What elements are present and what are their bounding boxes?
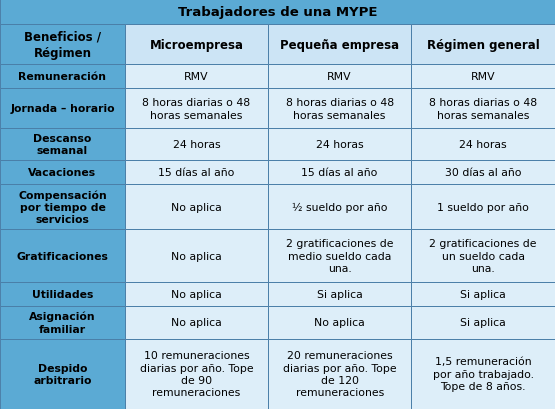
Text: Utilidades: Utilidades: [32, 290, 93, 299]
Text: Régimen general: Régimen general: [427, 38, 539, 52]
Bar: [125, 185, 268, 230]
Bar: [411, 185, 555, 230]
Text: No aplica: No aplica: [171, 251, 222, 261]
Bar: [0, 282, 125, 306]
Bar: [411, 230, 555, 282]
Text: Beneficios /
Régimen: Beneficios / Régimen: [24, 31, 101, 60]
Text: 1,5 remuneración
por año trabajado.
Tope de 8 años.: 1,5 remuneración por año trabajado. Tope…: [433, 357, 533, 391]
Text: Pequeña empresa: Pequeña empresa: [280, 38, 399, 52]
Text: No aplica: No aplica: [171, 202, 222, 212]
Text: 10 remuneraciones
diarias por año. Tope
de 90
remuneraciones: 10 remuneraciones diarias por año. Tope …: [140, 351, 253, 398]
Bar: [0, 230, 125, 282]
Bar: [0, 65, 125, 89]
Bar: [411, 25, 555, 65]
Text: Trabajadores de una MYPE: Trabajadores de una MYPE: [178, 6, 377, 19]
Text: 24 horas: 24 horas: [316, 140, 364, 150]
Text: 24 horas: 24 horas: [173, 140, 220, 150]
Text: Microempresa: Microempresa: [149, 38, 244, 52]
Bar: [268, 339, 411, 409]
Bar: [125, 129, 268, 161]
Text: Si aplica: Si aplica: [460, 318, 506, 328]
Bar: [125, 161, 268, 185]
Text: Asignación
familiar: Asignación familiar: [29, 311, 96, 334]
Bar: [0, 25, 125, 65]
Bar: [125, 65, 268, 89]
Text: Vacaciones: Vacaciones: [28, 168, 97, 178]
Text: 2 gratificaciones de
un sueldo cada
una.: 2 gratificaciones de un sueldo cada una.: [430, 239, 537, 274]
Bar: [0, 0, 555, 25]
Bar: [125, 339, 268, 409]
Text: 24 horas: 24 horas: [460, 140, 507, 150]
Text: 1 sueldo por año: 1 sueldo por año: [437, 202, 529, 212]
Text: Gratificaciones: Gratificaciones: [17, 251, 108, 261]
Text: Si aplica: Si aplica: [317, 290, 362, 299]
Text: Remuneración: Remuneración: [18, 72, 107, 82]
Text: Compensación
por tiempo de
servicios: Compensación por tiempo de servicios: [18, 190, 107, 225]
Text: No aplica: No aplica: [314, 318, 365, 328]
Bar: [411, 339, 555, 409]
Text: 2 gratificaciones de
medio sueldo cada
una.: 2 gratificaciones de medio sueldo cada u…: [286, 239, 393, 274]
Text: Despido
arbitrario: Despido arbitrario: [33, 363, 92, 385]
Bar: [268, 161, 411, 185]
Bar: [268, 89, 411, 129]
Bar: [411, 306, 555, 339]
Text: 15 días al año: 15 días al año: [158, 168, 235, 178]
Bar: [268, 65, 411, 89]
Text: Jornada – horario: Jornada – horario: [10, 104, 115, 114]
Bar: [0, 129, 125, 161]
Text: 30 días al año: 30 días al año: [445, 168, 521, 178]
Bar: [411, 65, 555, 89]
Bar: [0, 339, 125, 409]
Text: RMV: RMV: [471, 72, 496, 82]
Bar: [268, 282, 411, 306]
Bar: [268, 25, 411, 65]
Text: 15 días al año: 15 días al año: [301, 168, 378, 178]
Bar: [268, 306, 411, 339]
Bar: [125, 282, 268, 306]
Bar: [268, 129, 411, 161]
Bar: [125, 230, 268, 282]
Bar: [268, 185, 411, 230]
Bar: [0, 89, 125, 129]
Text: 8 horas diarias o 48
horas semanales: 8 horas diarias o 48 horas semanales: [143, 98, 250, 120]
Bar: [125, 89, 268, 129]
Text: 20 remuneraciones
diarias por año. Tope
de 120
remuneraciones: 20 remuneraciones diarias por año. Tope …: [283, 351, 396, 398]
Text: No aplica: No aplica: [171, 318, 222, 328]
Bar: [411, 282, 555, 306]
Bar: [411, 129, 555, 161]
Bar: [411, 89, 555, 129]
Bar: [0, 185, 125, 230]
Text: Si aplica: Si aplica: [460, 290, 506, 299]
Bar: [268, 230, 411, 282]
Text: No aplica: No aplica: [171, 290, 222, 299]
Text: RMV: RMV: [327, 72, 352, 82]
Bar: [411, 161, 555, 185]
Bar: [0, 306, 125, 339]
Text: Descanso
semanal: Descanso semanal: [33, 134, 92, 156]
Bar: [0, 161, 125, 185]
Text: 8 horas diarias o 48
horas semanales: 8 horas diarias o 48 horas semanales: [429, 98, 537, 120]
Text: 8 horas diarias o 48
horas semanales: 8 horas diarias o 48 horas semanales: [286, 98, 393, 120]
Text: RMV: RMV: [184, 72, 209, 82]
Bar: [125, 25, 268, 65]
Text: ½ sueldo por año: ½ sueldo por año: [292, 202, 387, 212]
Bar: [125, 306, 268, 339]
